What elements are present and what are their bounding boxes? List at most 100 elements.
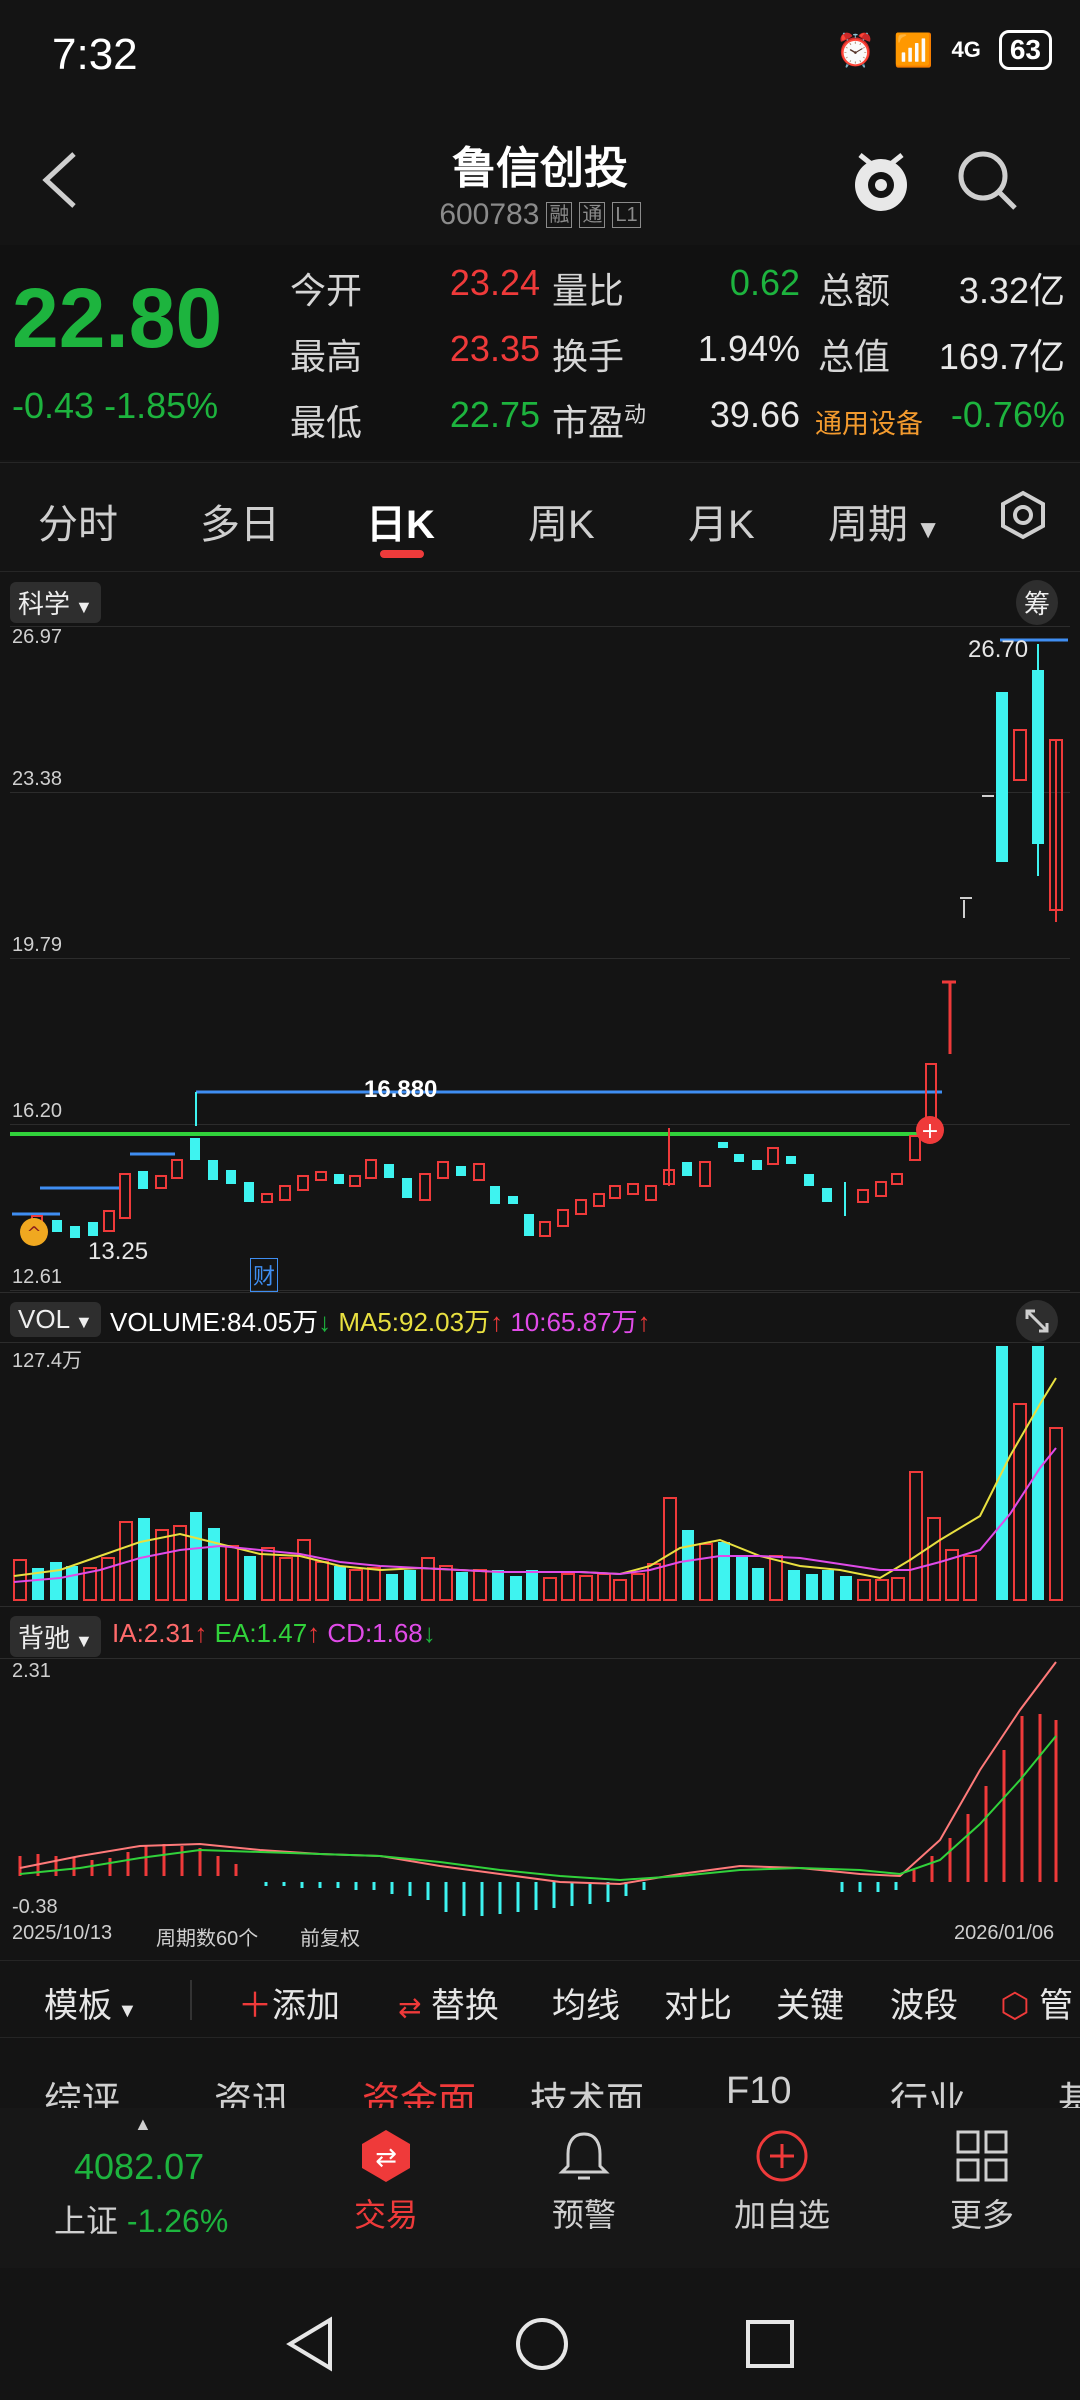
search-icon[interactable] (955, 148, 1021, 214)
network-label: 4G (951, 37, 981, 62)
financial-report-marker[interactable]: 财 (250, 1258, 279, 1292)
indicator-max-label: 2.31 (12, 1660, 51, 1682)
system-back-icon[interactable] (282, 2316, 338, 2372)
y-axis-label-1: 26.97 (12, 626, 63, 648)
replace-button[interactable]: ⇄ 替换 (398, 1987, 499, 2025)
chevron-up-icon[interactable]: ▲ (134, 2114, 152, 2134)
low-price-label: 13.25 (88, 1238, 149, 1265)
volume-ratio-value: 0.62 (729, 262, 800, 303)
system-recents-icon[interactable] (744, 2318, 796, 2370)
manage-button[interactable]: ⬡ 管 (1000, 1987, 1074, 2025)
nav-more[interactable]: 更多 (949, 2197, 1014, 2233)
plus-icon: ＋ (238, 1987, 272, 2025)
trade-icon[interactable]: ⇄ (358, 2128, 414, 2184)
chart-toolbar (0, 1960, 1080, 2038)
bell-icon[interactable] (556, 2128, 612, 2184)
ma-button[interactable]: 均线 (552, 1987, 620, 2025)
period-tabs (0, 462, 1080, 572)
change-percent: -1.85% (104, 385, 219, 426)
volume-ma10: 10:65.87万 (510, 1307, 638, 1337)
low-label: 最低 (290, 402, 363, 443)
indicator-legend: IA:2.31↑ EA:1.47↑ CD:1.68↓ (112, 1618, 436, 1648)
stock-title: 鲁信创投 (452, 144, 628, 193)
pe-value: 39.66 (709, 394, 800, 435)
indicator-dropdown[interactable]: 背驰 ▼ (10, 1616, 101, 1657)
high-price-label: 26.70 (968, 636, 1029, 663)
volume-max-label: 127.4万 (12, 1350, 83, 1372)
index-percent: -1.26% (126, 2203, 229, 2239)
template-button[interactable]: 模板 ▼ (44, 1987, 138, 2025)
market-cap-value: 169.7亿 (938, 336, 1065, 377)
candles (31, 644, 1063, 1238)
axis-adjust-mode[interactable]: 前复权 (300, 1928, 360, 1950)
candlestick-chart[interactable]: ^ + (0, 626, 1080, 1290)
high-label: 最高 (290, 336, 363, 377)
plus-marker-icon (916, 1116, 944, 1144)
nav-alert[interactable]: 预警 (551, 2197, 616, 2233)
index-value[interactable]: 4082.07 (74, 2146, 205, 2187)
market-cap-label: 总值 (818, 336, 891, 377)
back-icon[interactable] (40, 150, 80, 210)
volume-value: VOLUME:84.05万 (110, 1307, 319, 1337)
svg-text:+: + (921, 1119, 939, 1144)
svg-text:^: ^ (26, 1223, 41, 1244)
status-time: 7:32 (52, 30, 138, 79)
chevron-down-icon: ▼ (70, 1312, 93, 1332)
ia-line (19, 1661, 1057, 1886)
index-row[interactable]: 上证 -1.26% (54, 2196, 228, 2242)
volume-ratio-label: 量比 (552, 270, 625, 311)
resistance-line-label: 16.880 (364, 1076, 438, 1103)
current-price: 22.80 (12, 271, 223, 365)
low-value: 22.75 (449, 394, 540, 435)
tag-margin: 融 (546, 202, 573, 228)
high-value: 23.35 (449, 328, 540, 369)
indicator-cd: CD:1.68 (327, 1618, 423, 1648)
tab-multiday[interactable]: 多日 (200, 503, 280, 547)
tab-monthly-k[interactable]: 月K (688, 503, 755, 547)
axis-period-count: 周期数60个 (156, 1928, 259, 1950)
open-label: 今开 (290, 270, 363, 311)
chevron-down-icon: ▼ (908, 514, 941, 544)
status-icons: ⏰ 📶 4G 63 (836, 30, 1052, 70)
alarm-icon: ⏰ (835, 32, 876, 68)
y-axis-label-4: 16.20 (12, 1100, 63, 1122)
scale-mode-dropdown[interactable]: 科学 ▼ (10, 582, 101, 623)
nav-trade[interactable]: 交易 (353, 2197, 418, 2233)
nav-add-watchlist[interactable]: 加自选 (733, 2197, 830, 2233)
wifi-icon: 📶 (893, 32, 934, 68)
tab-period[interactable]: 周期 ▼ (828, 503, 941, 547)
turnover-amount-label: 总额 (818, 270, 891, 311)
robot-assistant-icon[interactable] (848, 145, 914, 215)
stock-code-row: 600783 融 通 L1 (0, 198, 1080, 232)
ma10-line (13, 1447, 1057, 1583)
hexagon-icon: ⬡ (1000, 1987, 1030, 2025)
volume-indicator-dropdown[interactable]: VOL ▼ (10, 1302, 101, 1337)
chevron-down-icon: ▼ (112, 2000, 138, 2022)
wave-button[interactable]: 波段 (890, 1987, 958, 2025)
tab-intraday[interactable]: 分时 (38, 503, 118, 547)
index-name: 上证 (54, 2203, 119, 2239)
grid-icon[interactable] (954, 2128, 1010, 2184)
add-watchlist-icon[interactable] (754, 2128, 810, 2184)
system-home-icon[interactable] (512, 2314, 572, 2374)
turnover-rate-label: 换手 (552, 336, 625, 377)
turnover-amount-value: 3.32亿 (958, 270, 1065, 311)
expand-icon[interactable] (1014, 1298, 1060, 1344)
compare-button[interactable]: 对比 (664, 1987, 732, 2025)
tab-daily-k[interactable]: 日K (366, 503, 435, 547)
subtab-f10[interactable]: F10 (726, 2070, 792, 2112)
quote-panel (0, 245, 1080, 460)
system-nav-bar (0, 2268, 1080, 2400)
ea-line (19, 1735, 1057, 1882)
y-axis-label-2: 23.38 (12, 768, 63, 790)
stock-code: 600783 (439, 198, 540, 231)
tab-weekly-k[interactable]: 周K (528, 503, 595, 547)
add-button[interactable]: ＋添加 (238, 1987, 340, 2025)
sector-label[interactable]: 通用设备 (815, 409, 923, 439)
key-button[interactable]: 关键 (776, 1987, 844, 2025)
chip-distribution-button[interactable]: 筹 (1016, 580, 1059, 625)
volume-bars (13, 1346, 1063, 1601)
divergence-indicator-chart (18, 1661, 1058, 1916)
indicator-min-label: -0.38 (12, 1896, 58, 1918)
settings-hexagon-icon[interactable] (998, 490, 1048, 540)
